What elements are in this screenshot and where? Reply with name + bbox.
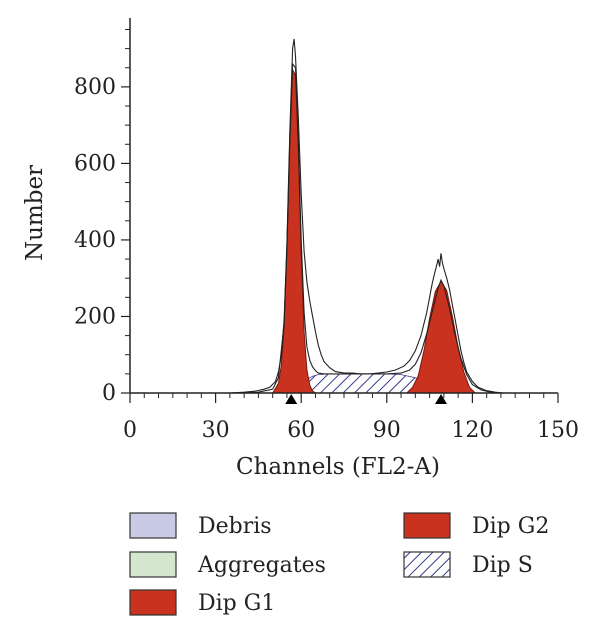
x-tick-label: 0 [123, 418, 137, 443]
plot-area [229, 38, 504, 394]
legend: Debris Aggregates Dip G1 Dip G2 Dip S [129, 512, 549, 616]
axes: Channels (FL2-A) Number 0 200 400 600 800 0 30… [22, 18, 579, 480]
series-area-dip-g2 [405, 280, 477, 394]
y-axis-title: Number [22, 165, 48, 261]
y-tick-label: 0 [102, 381, 116, 406]
legend-swatch-dip-g1 [129, 589, 177, 616]
x-tick-label: 30 [202, 418, 230, 443]
legend-swatch-dip-g2 [403, 512, 451, 539]
x-tick-label: 60 [287, 418, 315, 443]
peak-marker [285, 394, 298, 404]
legend-label-dip-g1: Dip G1 [198, 591, 275, 616]
fit-trace-line [229, 62, 501, 394]
series-area-dip-g1 [271, 67, 318, 394]
legend-label-aggregates: Aggregates [197, 553, 326, 578]
y-tick-label: 800 [74, 75, 116, 100]
legend-label-dip-g2: Dip G2 [472, 514, 549, 539]
y-tick-label: 200 [74, 304, 116, 329]
x-axis-title: Channels (FL2-A) [236, 454, 440, 480]
legend-swatch-aggregates [129, 551, 177, 578]
y-tick-label: 600 [74, 151, 116, 176]
legend-label-dip-s: Dip S [472, 553, 533, 578]
legend-swatch-debris [129, 512, 177, 539]
x-tick-label: 90 [373, 418, 401, 443]
y-tick-label: 400 [74, 228, 116, 253]
x-tick-label: 120 [451, 418, 493, 443]
raw-trace-line [229, 38, 504, 394]
legend-label-debris: Debris [198, 514, 272, 539]
peak-marker [435, 394, 448, 404]
x-tick-label: 150 [537, 418, 579, 443]
legend-swatch-dip-s [403, 551, 451, 578]
